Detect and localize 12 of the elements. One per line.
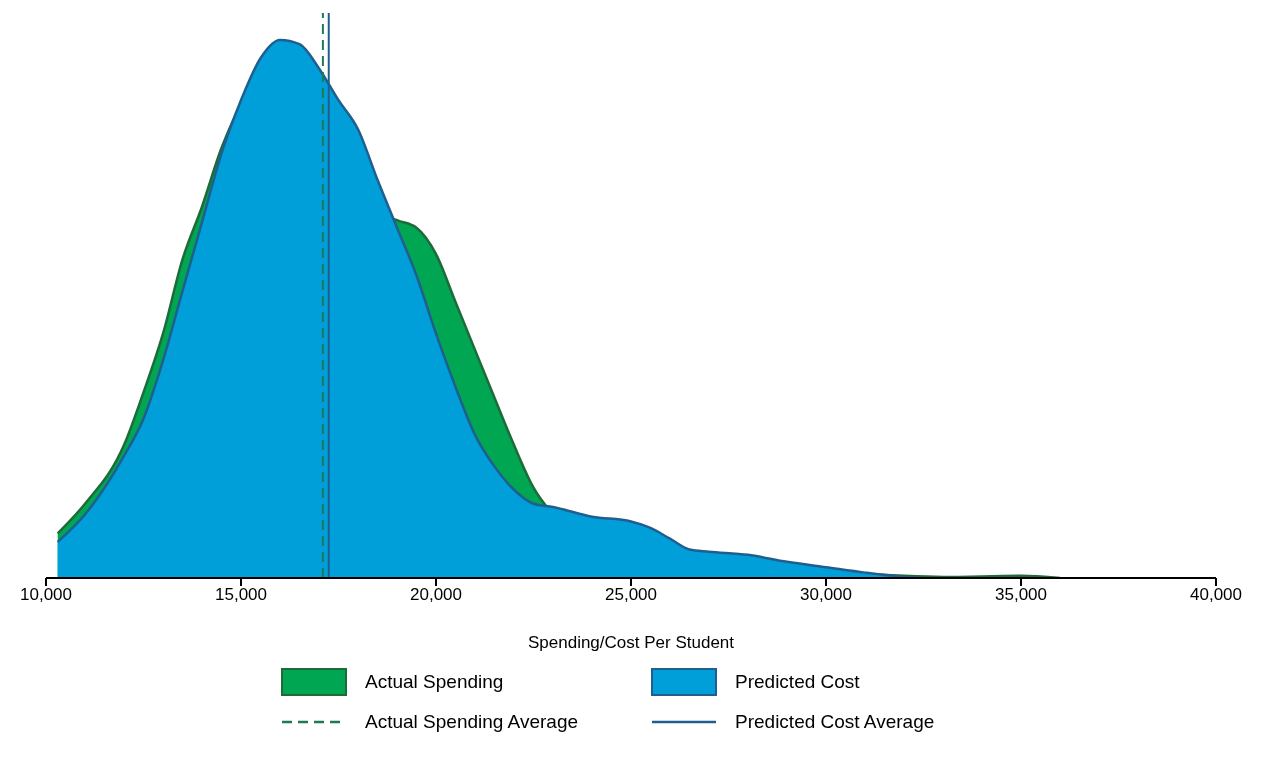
- x-tick-label: 20,000: [410, 585, 462, 605]
- x-tick-label: 30,000: [800, 585, 852, 605]
- legend-label: Actual Spending Average: [365, 711, 579, 733]
- x-axis-title: Spending/Cost Per Student: [527, 633, 735, 652]
- x-tick-label: 35,000: [995, 585, 1047, 605]
- x-tick-label: 40,000: [1190, 585, 1242, 605]
- legend-label: Actual Spending: [365, 671, 504, 693]
- x-tick-label: 10,000: [20, 585, 72, 605]
- legend-label: Predicted Cost: [735, 671, 860, 693]
- x-tick-label: 15,000: [215, 585, 267, 605]
- x-tick-label: 25,000: [605, 585, 657, 605]
- legend-label: Predicted Cost Average: [735, 711, 935, 733]
